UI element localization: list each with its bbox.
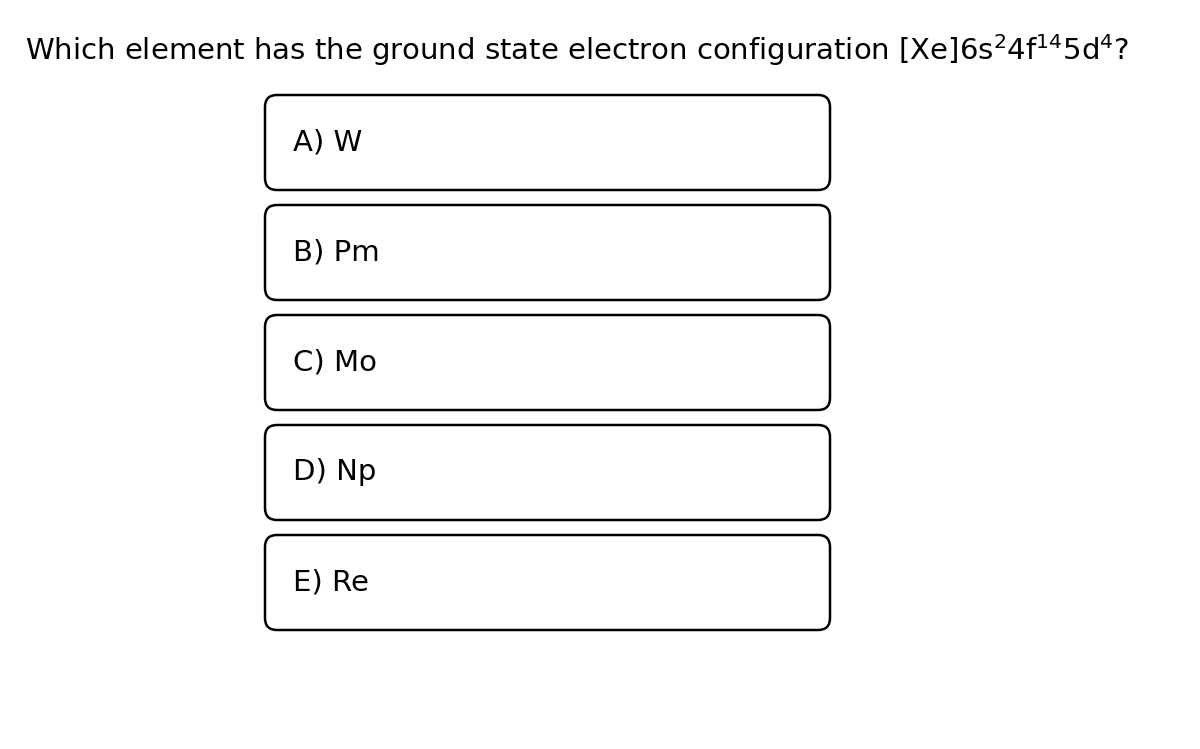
Text: A) W: A) W	[293, 129, 362, 157]
Text: E) Re: E) Re	[293, 568, 368, 596]
Text: D) Np: D) Np	[293, 458, 377, 487]
Text: C) Mo: C) Mo	[293, 348, 377, 377]
Text: Which element has the ground state electron configuration [Xe]6s$^2$4f$^{14}$5d$: Which element has the ground state elect…	[25, 32, 1129, 68]
FancyBboxPatch shape	[265, 315, 830, 410]
FancyBboxPatch shape	[265, 205, 830, 300]
FancyBboxPatch shape	[265, 425, 830, 520]
FancyBboxPatch shape	[265, 535, 830, 630]
Text: B) Pm: B) Pm	[293, 238, 379, 267]
FancyBboxPatch shape	[265, 95, 830, 190]
